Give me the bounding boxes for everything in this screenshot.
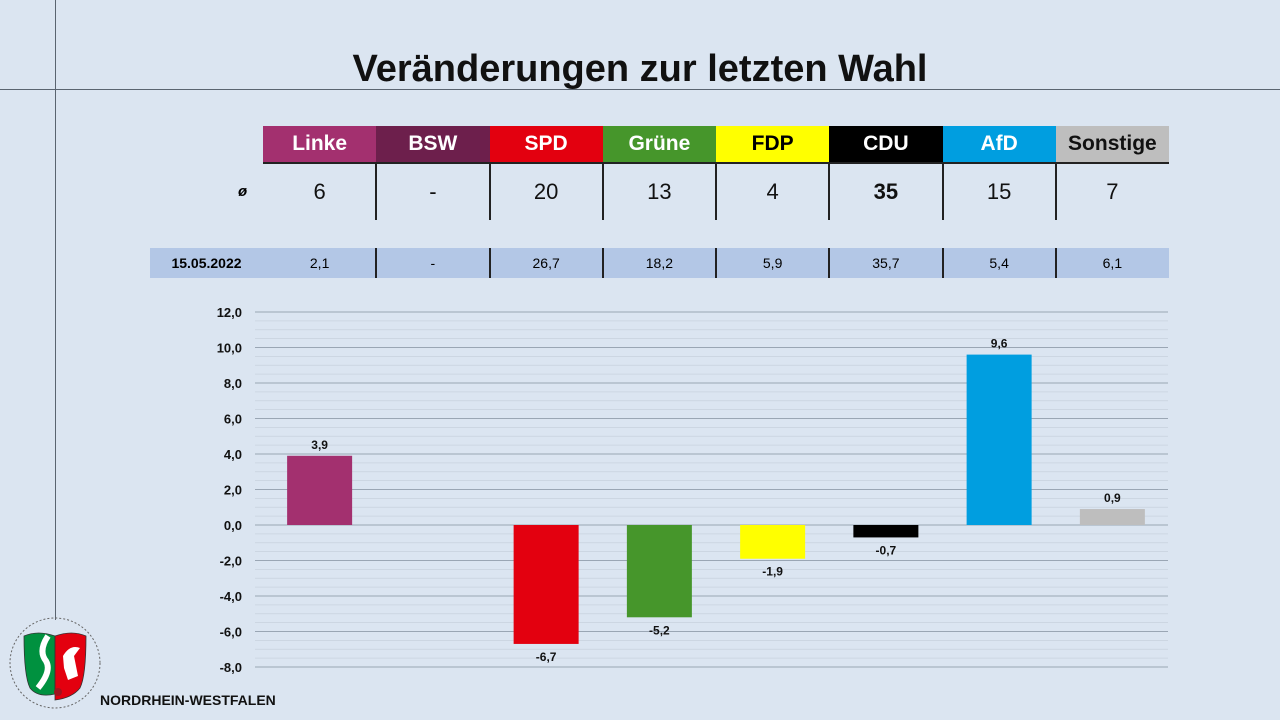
y-tick-label: 12,0 [217,305,242,320]
party-previous-result-7: 6,1 [1102,255,1123,271]
party-average-3: 13 [647,179,672,204]
column-separator [828,248,831,278]
y-tick-label: -2,0 [220,554,242,569]
column-separator [601,164,604,220]
page-title: Veränderungen zur letzten Wahl [352,48,928,90]
y-tick-label: -4,0 [220,589,242,604]
party-header-2: SPD [489,126,603,164]
party-previous-result-1: - [430,255,436,271]
party-average-1: - [429,179,437,204]
party-header-1: BSW [376,126,490,164]
party-previous-result-0: 2,1 [309,255,330,271]
column-separator [1054,164,1057,220]
column-separator [488,164,491,220]
party-header-5: CDU [829,126,943,164]
column-separator [601,248,604,278]
column-separator [941,164,944,220]
y-tick-label: -6,0 [220,625,242,640]
bar-fdp [740,525,806,559]
y-tick-label: -8,0 [220,660,242,675]
data-label: -6,7 [536,650,557,664]
previous-election-row [150,248,1169,278]
column-separator [941,248,944,278]
bar-grüne [626,525,692,618]
bar-afd [966,354,1032,525]
data-label: 0,9 [1104,491,1121,505]
party-previous-result-4: 5,9 [762,255,783,271]
party-previous-result-2: 26,7 [532,255,560,271]
bar-cdu [853,525,919,538]
data-label: -5,2 [649,623,670,637]
column-separator [828,164,831,220]
party-header-4: FDP [716,126,830,164]
column-separator [715,248,717,278]
column-separator [375,248,378,278]
party-previous-result-6: 5,4 [989,255,1009,271]
average-symbol: ø [238,183,248,200]
column-separator [1054,248,1057,278]
column-separator [375,164,378,220]
party-average-4: 4 [766,179,779,204]
state-name: NORDRHEIN-WESTFALEN [100,692,276,708]
party-average-7: 7 [1106,179,1119,204]
data-label: 9,6 [991,337,1008,351]
y-tick-label: 2,0 [224,483,242,498]
party-header-7: Sonstige [1055,126,1169,164]
y-tick-label: 0,0 [224,518,242,533]
party-header-6: AfD [942,126,1056,164]
nrw-coat-of-arms-logo [9,617,101,709]
party-header-0: Linke [263,126,377,164]
bar-sonstige [1079,509,1145,525]
column-separator [488,248,491,278]
previous-election-date: 15.05.2022 [171,255,242,271]
party-average-5: 35 [873,179,899,204]
bar-linke [287,455,353,525]
y-tick-label: 10,0 [217,341,242,356]
bar-spd [513,525,579,644]
y-tick-label: 6,0 [224,412,242,427]
data-label: -0,7 [876,543,897,557]
party-header-3: Grüne [602,126,716,164]
party-previous-result-5: 35,7 [872,255,900,271]
divider-vertical [55,0,56,620]
divider-horizontal [0,89,1280,90]
party-average-2: 20 [533,179,559,204]
data-label: 3,9 [311,438,328,452]
y-tick-label: 8,0 [224,376,242,391]
party-previous-result-3: 18,2 [645,255,673,271]
column-separator [715,164,717,220]
y-tick-label: 4,0 [224,447,242,462]
party-average-6: 15 [986,179,1012,204]
party-average-0: 6 [313,179,326,204]
data-label: -1,9 [762,565,783,579]
